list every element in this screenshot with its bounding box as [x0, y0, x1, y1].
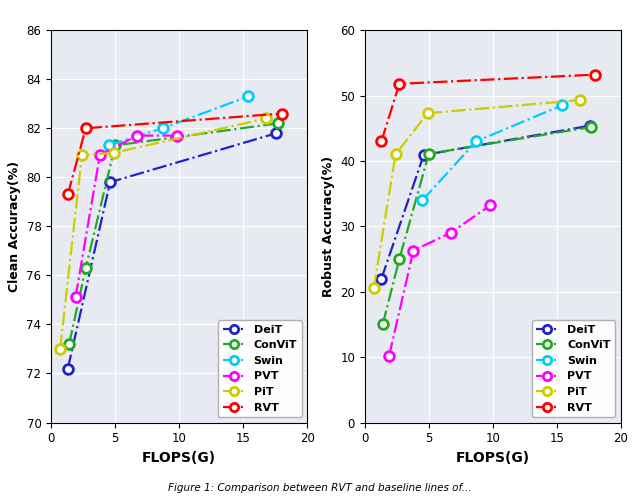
- Y-axis label: Clean Accuracy(%): Clean Accuracy(%): [8, 161, 21, 292]
- Text: Figure 1: Comparison between RVT and baseline lines of...: Figure 1: Comparison between RVT and bas…: [168, 483, 472, 493]
- Legend: DeiT, ConViT, Swin, PVT, PiT, RVT: DeiT, ConViT, Swin, PVT, PiT, RVT: [532, 320, 615, 417]
- X-axis label: FLOPS(G): FLOPS(G): [142, 451, 216, 465]
- X-axis label: FLOPS(G): FLOPS(G): [456, 451, 530, 465]
- Y-axis label: Robust Accuracy(%): Robust Accuracy(%): [322, 156, 335, 297]
- Legend: DeiT, ConViT, Swin, PVT, PiT, RVT: DeiT, ConViT, Swin, PVT, PiT, RVT: [218, 320, 301, 417]
